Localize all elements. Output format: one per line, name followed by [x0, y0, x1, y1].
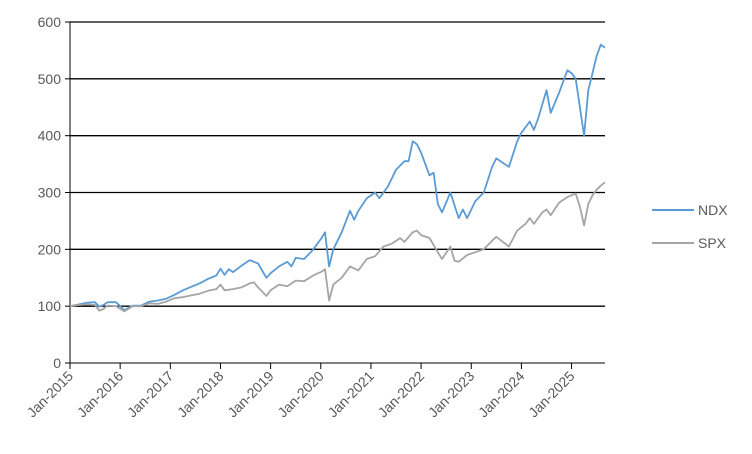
- y-tick-label: 100: [38, 298, 62, 314]
- x-tick-label: Jan-2023: [425, 368, 478, 421]
- y-tick-label: 300: [38, 185, 62, 201]
- x-tick-label: Jan-2022: [375, 368, 428, 421]
- x-tick-label: Jan-2018: [174, 368, 227, 421]
- y-tick-label: 500: [38, 71, 62, 87]
- x-tick-label: Jan-2016: [74, 368, 127, 421]
- x-tick-label: Jan-2021: [324, 368, 377, 421]
- x-tick-label: Jan-2025: [525, 368, 578, 421]
- legend-label-ndx: NDX: [698, 202, 728, 218]
- y-axis: 0 100 200 300 400 500 600: [38, 14, 71, 371]
- x-axis: Jan-2015Jan-2016Jan-2017Jan-2018Jan-2019…: [24, 362, 605, 421]
- series-line-ndx: [69, 43, 606, 311]
- y-tick-label: 600: [38, 14, 62, 30]
- legend: NDX SPX: [652, 202, 728, 251]
- series-line-spx: [69, 181, 606, 313]
- y-tick-label: 200: [38, 241, 62, 257]
- x-tick-label: Jan-2024: [475, 368, 528, 421]
- series-lines: [69, 43, 606, 313]
- x-tick-label: Jan-2019: [224, 368, 277, 421]
- y-tick-label: 400: [38, 128, 62, 144]
- legend-label-spx: SPX: [698, 235, 727, 251]
- x-tick-label: Jan-2017: [124, 368, 177, 421]
- gridlines: [70, 21, 605, 307]
- x-tick-label: Jan-2015: [24, 368, 77, 421]
- x-tick-label: Jan-2020: [274, 368, 327, 421]
- y-tick-label: 0: [53, 355, 61, 371]
